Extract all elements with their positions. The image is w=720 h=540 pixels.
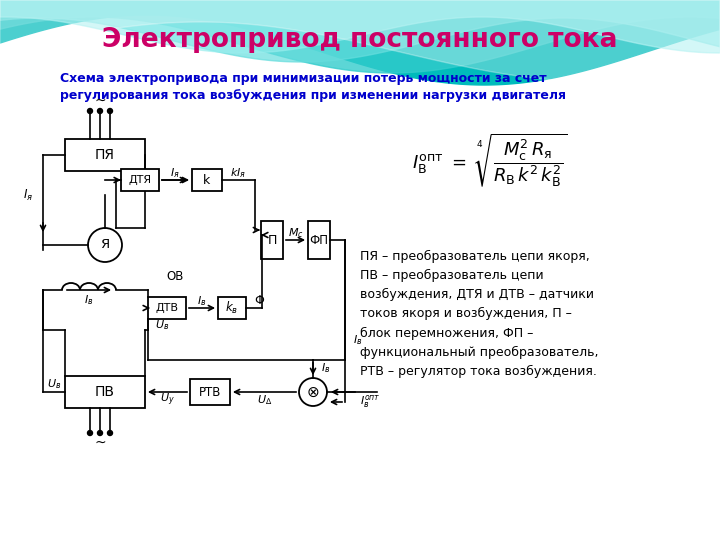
Bar	[65, 139, 145, 171]
Bar	[308, 221, 330, 259]
Text: Φ: Φ	[254, 294, 264, 307]
Text: $U_в$: $U_в$	[155, 318, 169, 332]
Bar	[261, 221, 283, 259]
Text: $I_я$: $I_я$	[170, 166, 179, 180]
Text: РТВ: РТВ	[199, 386, 221, 399]
Text: ОВ: ОВ	[166, 269, 184, 282]
Text: Электропривод постоянного тока: Электропривод постоянного тока	[102, 27, 618, 53]
Text: $I_в$: $I_в$	[197, 294, 207, 308]
Text: ~: ~	[94, 436, 106, 450]
Circle shape	[97, 430, 102, 435]
Text: $M_c$: $M_c$	[287, 226, 303, 240]
Bar	[65, 376, 145, 408]
Text: $k_в$: $k_в$	[225, 300, 238, 316]
Text: $I_в$: $I_в$	[321, 361, 330, 375]
Text: $kI_я$: $kI_я$	[230, 166, 246, 180]
Bar	[190, 379, 230, 405]
Circle shape	[107, 109, 112, 113]
Text: ПВ: ПВ	[95, 385, 115, 399]
Circle shape	[299, 378, 327, 406]
Text: ДТЯ: ДТЯ	[128, 175, 152, 185]
Bar	[192, 169, 222, 191]
Text: $I_{\rm B}^{\rm опт}\ =\ \sqrt[4]{\dfrac{M_{\rm c}^{2}\,R_{\rm я}}{R_{\rm B}\,k^: $I_{\rm B}^{\rm опт}\ =\ \sqrt[4]{\dfrac…	[412, 131, 568, 189]
Bar	[148, 297, 186, 319]
Text: k: k	[203, 173, 211, 186]
Bar	[218, 297, 246, 319]
Text: Схема электропривода при минимизации потерь мощности за счет
регулирования тока : Схема электропривода при минимизации пот…	[60, 72, 566, 102]
Text: П: П	[267, 233, 276, 246]
Circle shape	[107, 430, 112, 435]
Text: ~: ~	[94, 94, 106, 108]
Text: $I_в$: $I_в$	[84, 293, 94, 307]
Circle shape	[88, 228, 122, 262]
Text: ДТВ: ДТВ	[156, 303, 179, 313]
Circle shape	[88, 430, 92, 435]
Text: $I_в^{опт}$: $I_в^{опт}$	[360, 394, 380, 410]
Text: ⊗: ⊗	[307, 384, 320, 400]
Text: ФП: ФП	[310, 233, 328, 246]
Circle shape	[88, 109, 92, 113]
Text: ПЯ – преобразователь цепи якоря,
ПВ – преобразователь цепи
возбуждения, ДТЯ и ДТ: ПЯ – преобразователь цепи якоря, ПВ – пр…	[360, 250, 598, 378]
Text: $U_y$: $U_y$	[160, 392, 175, 408]
Bar	[121, 169, 159, 191]
Circle shape	[97, 109, 102, 113]
Text: $U_в$: $U_в$	[47, 377, 61, 391]
Text: $I_я$: $I_я$	[23, 187, 33, 202]
Text: $U_∆$: $U_∆$	[257, 393, 272, 407]
Text: ПЯ: ПЯ	[95, 148, 115, 162]
Text: $I_в$: $I_в$	[353, 333, 362, 347]
Text: Я: Я	[100, 239, 109, 252]
